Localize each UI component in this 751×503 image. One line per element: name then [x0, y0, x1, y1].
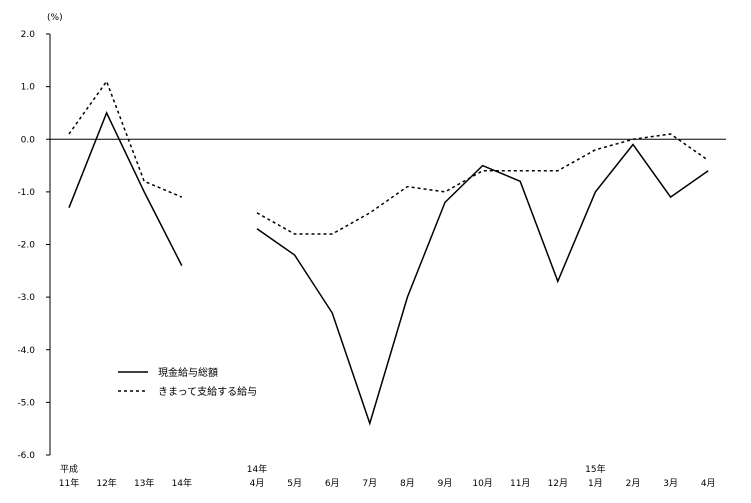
x-tick-label: 11年 — [59, 477, 79, 489]
legend: 現金給与総額 きまって支給する給与 — [118, 366, 257, 398]
x-tick-label: 1月 — [588, 478, 603, 489]
x-tick-label: 14年 — [172, 477, 192, 489]
series-lines — [68, 79, 709, 426]
axes — [49, 34, 726, 455]
x-tick-label: 12月 — [548, 478, 568, 489]
x-tick-label: 11月 — [510, 478, 530, 489]
x-tick-label: 3月 — [663, 478, 678, 489]
x-tick-label-top: 15年 — [585, 463, 605, 475]
x-tick-label: 6月 — [325, 478, 340, 489]
x-tick-label: 5月 — [287, 478, 302, 489]
tick-labels: 2.0 1.0 0.0 -1.0 -2.0 -3.0 -4.0 -5.0 -6.0 平成 11年 12… — [17, 30, 715, 489]
x-tick-label: 13年 — [134, 477, 154, 489]
x-tick-label: 7月 — [362, 478, 377, 489]
y-tick-label: 0.0 — [21, 135, 36, 145]
y-tick-label: 1.0 — [21, 83, 36, 93]
legend-label-solid: 現金給与総額 — [158, 366, 218, 379]
y-tick-label: -6.0 — [17, 451, 35, 461]
x-tick-label-top: 14年 — [247, 463, 267, 475]
x-tick-label: 9月 — [438, 478, 453, 489]
series-line-dotted — [68, 79, 183, 198]
series-line-solid — [68, 111, 183, 266]
x-tick-label: 12年 — [96, 477, 116, 489]
legend-label-dotted: きまって支給する給与 — [158, 385, 257, 398]
x-tick-label: 4月 — [701, 478, 716, 489]
y-tick-label: 2.0 — [21, 30, 36, 40]
series-line-solid — [256, 143, 709, 426]
x-tick-label: 10月 — [472, 478, 492, 489]
y-tick-label: -2.0 — [17, 241, 35, 251]
y-tick-label: -4.0 — [17, 346, 35, 356]
x-tick-label-top: 平成 — [60, 463, 78, 475]
x-tick-label: 2月 — [626, 478, 641, 489]
x-tick-label: 4月 — [250, 478, 265, 489]
x-tick-label: 8月 — [400, 478, 415, 489]
y-axis-unit-label: (%) — [47, 13, 63, 23]
series-line-dotted — [256, 133, 709, 235]
y-tick-label: -3.0 — [17, 293, 35, 303]
y-tick-label: -1.0 — [17, 188, 35, 198]
y-tick-label: -5.0 — [17, 398, 35, 408]
